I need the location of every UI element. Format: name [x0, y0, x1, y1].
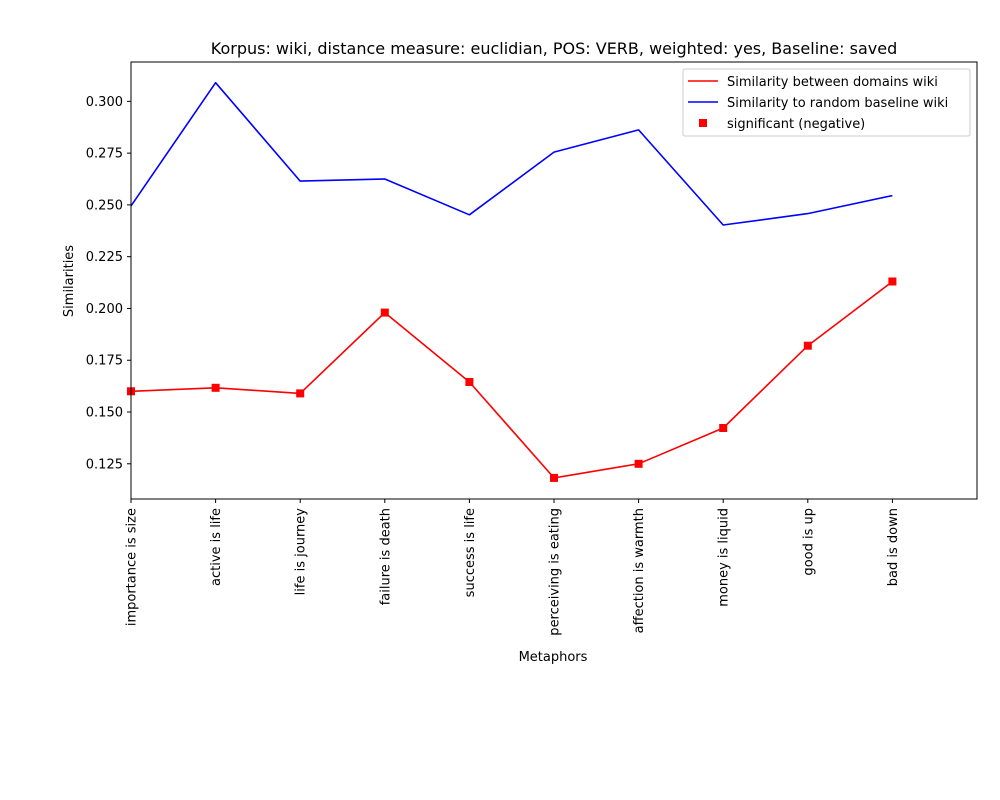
x-axis-label: Metaphors [519, 650, 588, 665]
legend-box [682, 68, 971, 137]
data-point [719, 424, 728, 432]
x-tick-label: failure is death [378, 508, 393, 605]
legend-entry-label: Similarity between domains wiki [727, 75, 938, 90]
data-point [465, 378, 474, 386]
series-line-0 [130, 280, 893, 479]
y-tick-label: 0.200 [86, 302, 123, 317]
x-tick-label: good is up [801, 508, 816, 576]
x-tick-label: bad is down [886, 508, 901, 586]
legend-marker-swatch [699, 119, 707, 127]
x-tick-label: success is life [463, 508, 478, 597]
legend: Similarity between domains wiki Similarit… [682, 68, 971, 137]
data-point [634, 459, 643, 468]
legend-entry-label: Similarity to random baseline wiki [727, 96, 948, 111]
data-point [888, 277, 897, 286]
x-tick-label: life is journey [294, 508, 309, 596]
x-tick-label: perceiving is eating [548, 508, 563, 636]
y-tick-label: 0.275 [86, 147, 123, 162]
y-tick-label: 0.225 [86, 250, 123, 265]
y-tick-label: 0.175 [86, 354, 123, 369]
y-axis-label: Similarities [62, 245, 77, 317]
data-point [380, 308, 389, 317]
y-tick-label: 0.250 [86, 198, 123, 213]
data-point [296, 389, 305, 398]
y-tick-label: 0.150 [86, 406, 123, 421]
plot-area: importance is size active is life life is … [86, 61, 978, 636]
series-line-1 [130, 81, 893, 226]
y-tick-label: 0.300 [86, 95, 123, 110]
data-point [803, 341, 812, 350]
x-tick-label: importance is size [125, 508, 140, 626]
x-tick-label: money is liquid [717, 508, 732, 607]
data-point [211, 383, 220, 392]
legend-entry-label: significant (negative) [727, 117, 865, 132]
y-tick-label: 0.125 [86, 457, 123, 472]
chart-title: Korpus: wiki, distance measure: euclidia… [211, 39, 897, 58]
data-point [550, 473, 558, 482]
x-tick-label: affection is warmth [632, 508, 647, 633]
x-tick-label: active is life [209, 508, 224, 586]
